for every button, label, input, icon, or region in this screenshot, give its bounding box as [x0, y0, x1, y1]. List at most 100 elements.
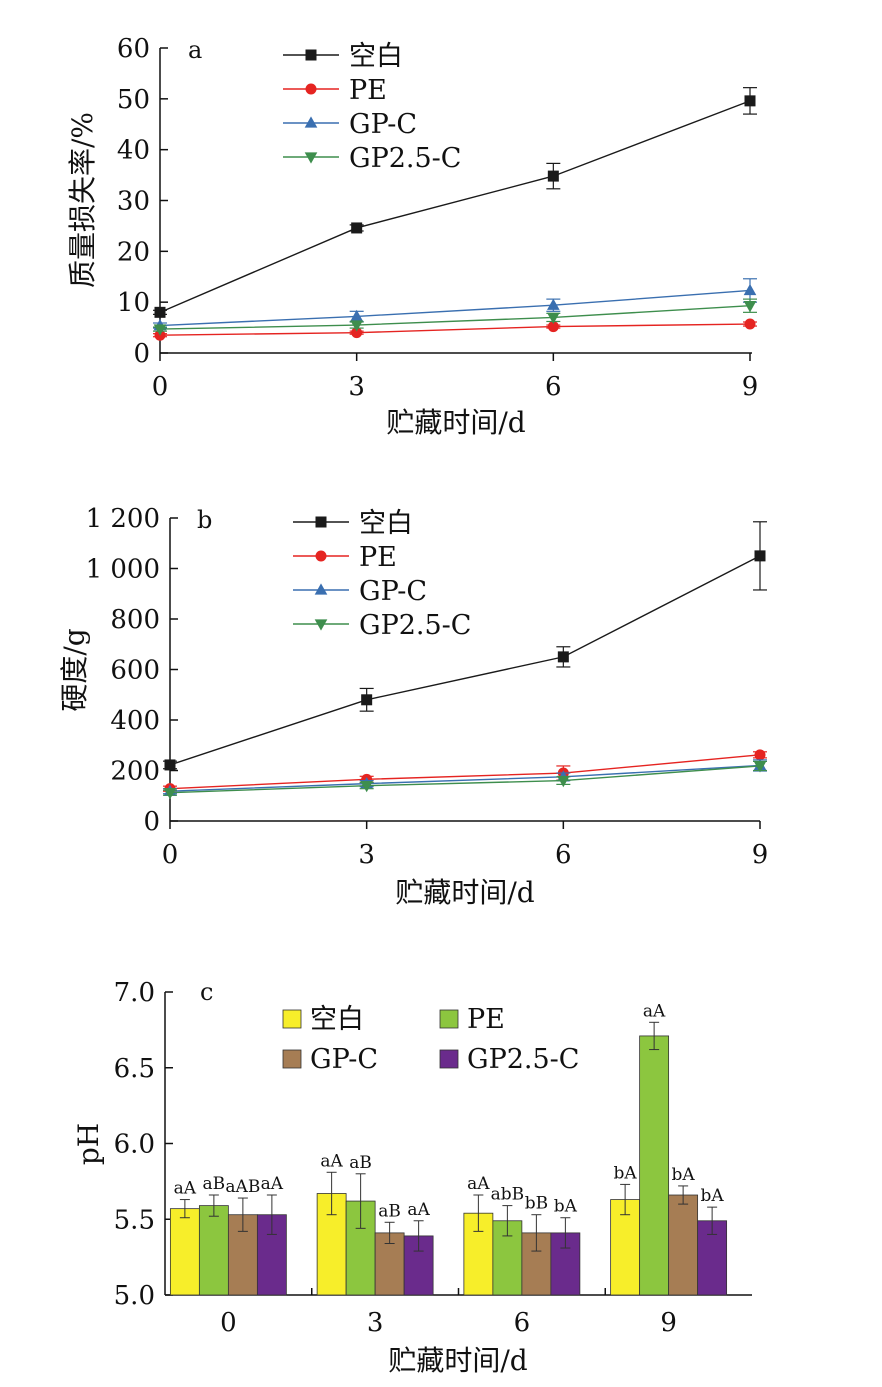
series-空白 — [153, 87, 757, 318]
data-point — [754, 749, 766, 761]
legend-swatch — [282, 1009, 302, 1029]
chart-a: a 贮藏时间/d 质量损失率/% 0 10 20 30 40 50 60 0 3 6 9 空白PE… — [66, 34, 759, 439]
legend-label: PE — [359, 542, 397, 573]
series-line — [169, 764, 761, 792]
legend-label: GP2.5-C — [467, 1044, 579, 1075]
significance-label: abB — [491, 1185, 525, 1205]
x-tick-label: 3 — [358, 840, 375, 870]
bar — [639, 1035, 670, 1296]
significance-label: aA — [407, 1200, 430, 1220]
legend-marker — [305, 83, 317, 95]
x-axis-label: 贮藏时间/d — [395, 876, 534, 909]
data-point — [744, 95, 756, 107]
y-tick-label: 400 — [110, 706, 160, 736]
legend-label: 空白 — [349, 41, 403, 72]
significance-label: aB — [378, 1201, 401, 1221]
y-tick-label: 200 — [110, 757, 160, 787]
significance-label: aAB — [225, 1177, 260, 1197]
legend-label: PE — [467, 1004, 505, 1035]
legend-swatch — [439, 1009, 459, 1029]
significance-label: bB — [525, 1194, 548, 1214]
x-tick-label: 3 — [367, 1308, 384, 1338]
significance-label: bA — [672, 1165, 696, 1185]
legend-swatch — [439, 1049, 459, 1069]
data-point — [547, 312, 560, 325]
series-GP2.5-C — [163, 760, 767, 800]
x-tick-label: 0 — [162, 840, 179, 870]
legend-label: 空白 — [310, 1004, 364, 1035]
data-point — [547, 321, 559, 333]
x-tick-label: 6 — [514, 1308, 531, 1338]
y-tick-label: 0 — [133, 339, 150, 369]
series-line — [169, 555, 761, 766]
series-line — [159, 323, 751, 336]
x-tick-label: 9 — [742, 372, 759, 402]
y-tick-label: 6.0 — [114, 1130, 155, 1160]
panel-label: a — [188, 36, 202, 64]
significance-label: bA — [554, 1197, 578, 1217]
legend-label: GP-C — [310, 1044, 378, 1075]
legend-label: GP-C — [359, 576, 427, 607]
data-point — [744, 318, 756, 330]
chart-b: b 贮藏时间/d 硬度/g 0 200 400 600 800 1 000 1 200 0 3… — [58, 504, 768, 909]
series-line — [169, 754, 761, 790]
y-tick-label: 6.5 — [114, 1054, 155, 1084]
series-GP2.5-C — [153, 298, 757, 336]
data-point — [350, 309, 363, 322]
significance-label: aA — [174, 1179, 197, 1199]
data-point — [557, 775, 570, 788]
y-axis-label: pH — [72, 1123, 105, 1165]
y-tick-label: 1 000 — [86, 555, 160, 585]
panel-label: c — [200, 978, 213, 1006]
data-point — [753, 761, 767, 773]
series-GP-C — [153, 278, 757, 331]
legend-label: GP2.5-C — [359, 610, 471, 641]
significance-label: aA — [320, 1151, 343, 1171]
y-tick-label: 60 — [117, 34, 150, 64]
x-tick-label: 9 — [660, 1308, 677, 1338]
series-line — [159, 305, 751, 330]
data-point — [547, 170, 559, 182]
y-tick-label: 5.0 — [114, 1281, 155, 1311]
legend-label: PE — [349, 75, 387, 106]
legend-marker — [314, 583, 328, 595]
series-line — [159, 100, 751, 313]
y-tick-label: 10 — [117, 288, 150, 318]
legend-marker — [304, 116, 318, 128]
y-tick-label: 30 — [117, 187, 150, 217]
significance-label: aA — [261, 1174, 284, 1194]
significance-label: bA — [614, 1163, 638, 1183]
significance-label: aB — [203, 1174, 226, 1194]
y-axis-label: 硬度/g — [58, 628, 91, 711]
legend: 空白 PE GP-C GP2.5-C — [282, 1004, 579, 1075]
bar — [668, 1194, 699, 1296]
significance-label: bA — [701, 1186, 725, 1206]
data-point — [361, 694, 373, 706]
series-空白 — [163, 521, 767, 771]
data-point — [351, 222, 363, 234]
bar — [198, 1205, 229, 1296]
legend-marker — [305, 49, 317, 61]
series-line — [169, 765, 761, 794]
data-point — [754, 550, 766, 562]
significance-label: aB — [349, 1153, 372, 1173]
legend-swatch — [282, 1049, 302, 1069]
data-point — [351, 327, 363, 339]
x-tick-label: 0 — [220, 1308, 237, 1338]
x-tick-label: 0 — [152, 372, 169, 402]
y-tick-label: 20 — [117, 237, 150, 267]
x-tick-label: 6 — [545, 372, 562, 402]
significance-label: aA — [643, 1001, 666, 1021]
x-axis-label: 贮藏时间/d — [386, 406, 525, 439]
y-tick-label: 40 — [117, 136, 150, 166]
y-tick-label: 600 — [110, 656, 160, 686]
y-tick-label: 800 — [110, 605, 160, 635]
y-tick-label: 1 200 — [86, 504, 160, 534]
legend-label: 空白 — [359, 508, 413, 539]
y-axis-label: 质量损失率/% — [66, 112, 99, 288]
y-tick-label: 0 — [143, 807, 160, 837]
series-line — [159, 289, 751, 327]
